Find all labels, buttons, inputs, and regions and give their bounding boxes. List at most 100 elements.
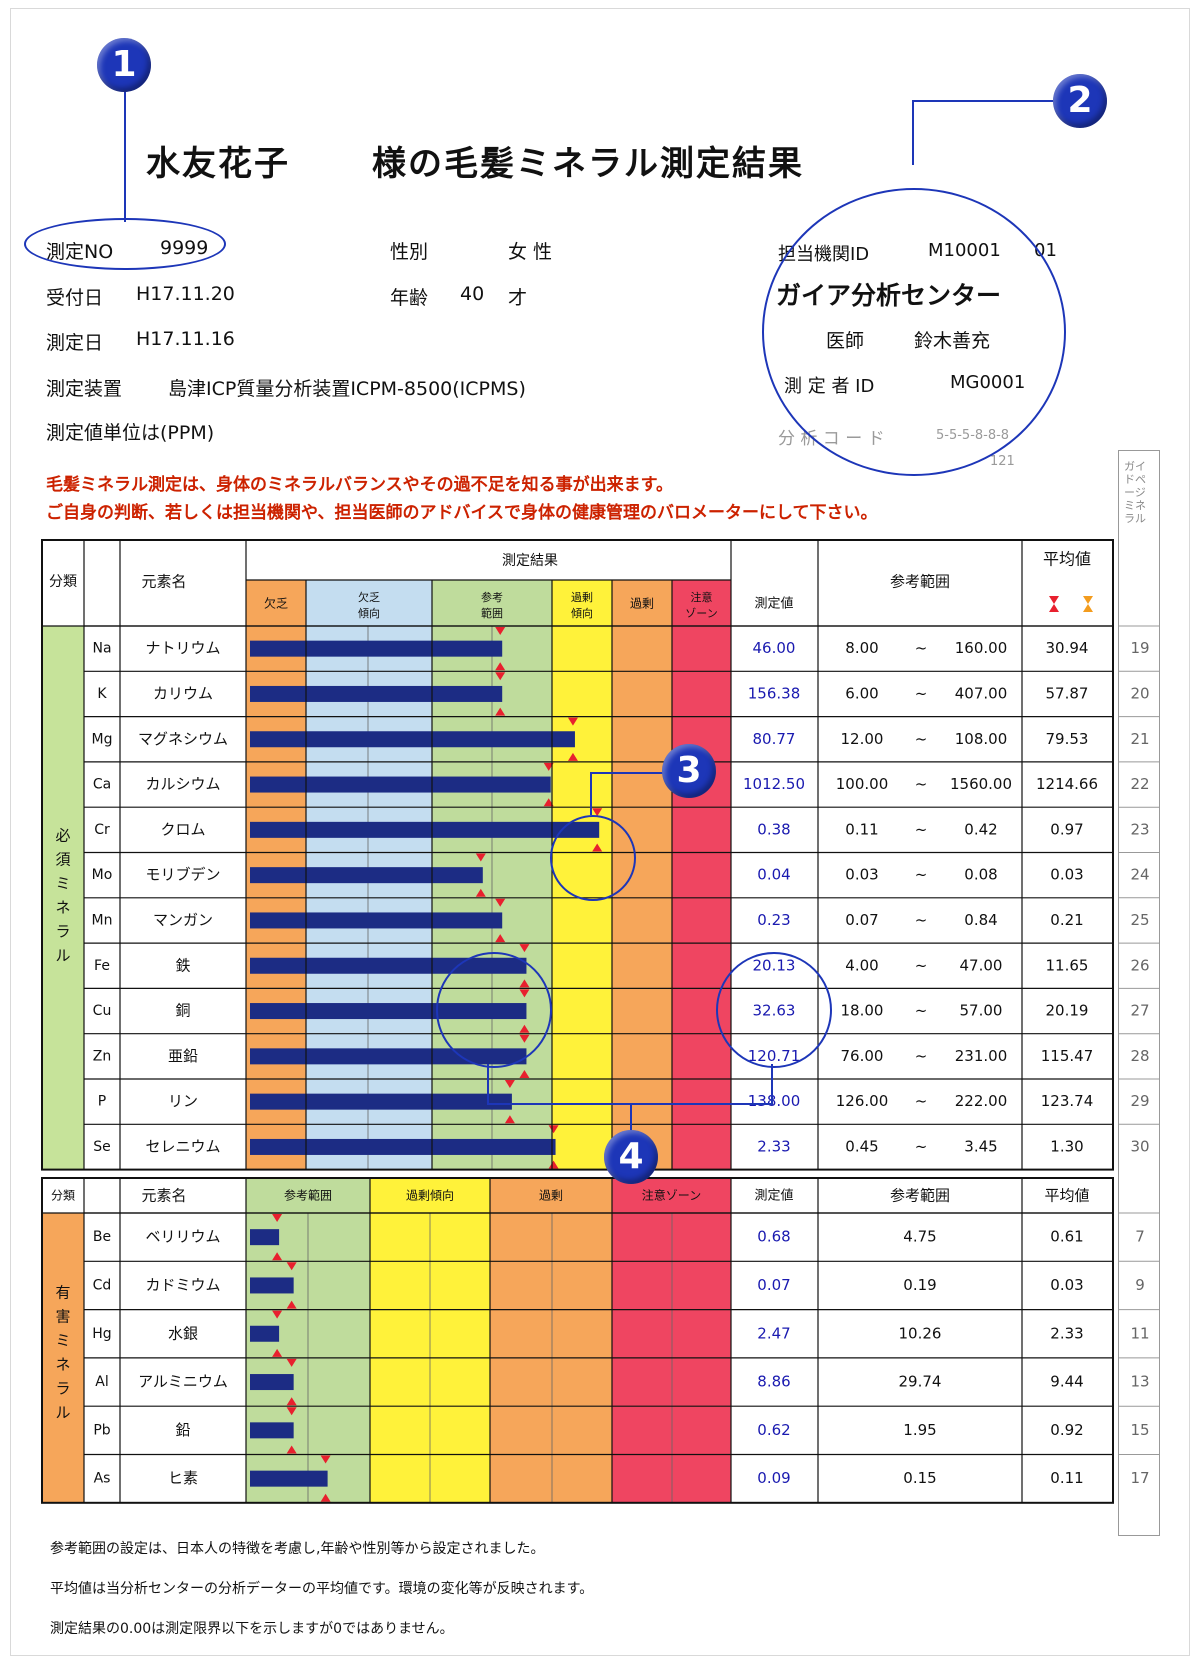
unit-text: 測定値単位は(PPM) xyxy=(46,422,215,444)
zone-header: 傾向 xyxy=(571,606,593,620)
range-low: 18.00 xyxy=(841,1002,884,1020)
element-symbol: K xyxy=(97,686,107,702)
measured-value: 0.23 xyxy=(757,911,790,929)
callout-line-3a xyxy=(590,772,592,815)
average-value: 0.97 xyxy=(1050,820,1083,838)
reference-marker-top xyxy=(504,1080,515,1088)
measure-date: H17.11.16 xyxy=(136,328,235,350)
header-element: 元素名 xyxy=(141,573,186,591)
measurement-bar xyxy=(250,640,503,657)
element-symbol: Be xyxy=(93,1229,111,1245)
range-tilde: ~ xyxy=(915,1047,928,1065)
category-label-essential: ラ xyxy=(55,923,70,941)
reference-marker-bottom xyxy=(286,1397,297,1406)
avg-marker-orange xyxy=(1083,596,1093,604)
zone-header: 過剰 xyxy=(571,591,593,604)
reference-marker-bottom xyxy=(495,934,506,943)
reference-marker-top xyxy=(286,1358,297,1367)
range-low: 6.00 xyxy=(845,684,878,702)
element-name: アルミニウム xyxy=(138,1373,228,1391)
header-range: 参考範囲 xyxy=(890,573,950,591)
category-label-harmful: 有 xyxy=(55,1284,70,1302)
reference-marker-bottom xyxy=(548,1160,559,1169)
zone-header: 過剰 xyxy=(630,597,654,611)
zone-header: 参考範囲 xyxy=(284,1188,332,1203)
measured-value: 0.38 xyxy=(757,820,790,838)
reference-marker-top xyxy=(567,717,578,726)
avg-marker-red xyxy=(1049,596,1059,604)
average-value: 9.44 xyxy=(1050,1373,1083,1391)
guide-page-number: 9 xyxy=(1135,1276,1145,1294)
zone-header: ゾーン xyxy=(685,607,717,620)
range-tilde: ~ xyxy=(915,639,928,657)
range-high: 407.00 xyxy=(955,684,1008,702)
guide-page-number: 15 xyxy=(1130,1421,1149,1439)
reference-marker-bottom xyxy=(272,1252,283,1261)
header-value: 測定値 xyxy=(754,596,793,612)
callout-line-3b xyxy=(590,772,664,774)
range-high: 0.42 xyxy=(964,820,997,838)
range-tilde: ~ xyxy=(915,775,928,793)
average-value: 20.19 xyxy=(1046,1002,1089,1020)
average-value: 30.94 xyxy=(1046,639,1089,657)
range-low: 0.07 xyxy=(845,911,878,929)
category-label-harmful: ネ xyxy=(55,1356,70,1374)
zone-header: 欠乏 xyxy=(358,590,380,604)
reference-marker-top xyxy=(272,1310,283,1319)
range-high: 1560.00 xyxy=(950,775,1012,793)
guide-page-number: 17 xyxy=(1130,1469,1149,1487)
element-symbol: Na xyxy=(92,641,111,657)
element-symbol: P xyxy=(98,1094,106,1110)
reference-marker-top xyxy=(495,672,506,681)
reference-marker-bottom xyxy=(567,752,578,761)
measured-value: 2.47 xyxy=(757,1324,790,1342)
element-symbol: Hg xyxy=(92,1326,111,1342)
category-label-essential: ネ xyxy=(55,899,70,917)
element-name: 鉄 xyxy=(175,956,190,974)
guide-page-number: 24 xyxy=(1130,866,1149,884)
reference-marker-bottom xyxy=(286,1445,297,1454)
category-label-harmful: ミ xyxy=(55,1332,70,1350)
category-label-essential: ミ xyxy=(55,875,70,893)
footnote-3: 測定結果の0.00は測定限界以下を示しますが0ではありません。 xyxy=(50,1621,454,1637)
category-label-essential: 須 xyxy=(55,851,70,869)
average-value: 0.92 xyxy=(1050,1421,1083,1439)
element-name: マグネシウム xyxy=(138,730,228,748)
zone-header: 注意ゾーン xyxy=(642,1188,701,1203)
reference-marker-bottom xyxy=(543,798,554,807)
range-high: 47.00 xyxy=(960,956,1003,974)
avg-marker-red xyxy=(1049,604,1059,612)
range-high: 0.84 xyxy=(964,911,997,929)
callout-ring-4b xyxy=(716,952,832,1068)
range-low: 4.00 xyxy=(845,956,878,974)
range-tilde: ~ xyxy=(915,956,928,974)
element-symbol: Al xyxy=(95,1374,108,1390)
element-symbol: Ca xyxy=(93,777,111,793)
measurement-bar xyxy=(250,1138,556,1155)
average-value: 0.21 xyxy=(1050,911,1083,929)
measurement-bar xyxy=(250,912,503,929)
header-element: 元素名 xyxy=(141,1187,186,1205)
measurement-bar xyxy=(250,821,600,838)
range-high: 57.00 xyxy=(960,1002,1003,1020)
element-name: 鉛 xyxy=(175,1421,190,1439)
zone-column xyxy=(612,1178,731,1503)
table2-border xyxy=(41,1177,1114,1504)
range-tilde: ~ xyxy=(915,684,928,702)
callout-line-4c xyxy=(771,1064,773,1104)
range-low: 0.03 xyxy=(845,866,878,884)
range-low: 8.00 xyxy=(845,639,878,657)
reference-marker-top xyxy=(272,1214,283,1222)
guide-page-number: 27 xyxy=(1130,1002,1149,1020)
callout-badge-1: 1 xyxy=(97,38,151,92)
range-tilde: ~ xyxy=(915,911,928,929)
measurement-bar xyxy=(250,685,503,702)
element-name: ナトリウム xyxy=(145,639,220,657)
range-low: 0.45 xyxy=(845,1137,878,1155)
measured-value: 80.77 xyxy=(753,730,796,748)
report-title: 様の毛髪ミネラル測定結果 xyxy=(372,144,804,184)
element-name: クロム xyxy=(160,820,205,838)
callout-line-2a xyxy=(912,101,914,165)
measured-value: 2.33 xyxy=(757,1137,790,1155)
guide-page-label: ガイドページミネラル xyxy=(1124,460,1146,525)
